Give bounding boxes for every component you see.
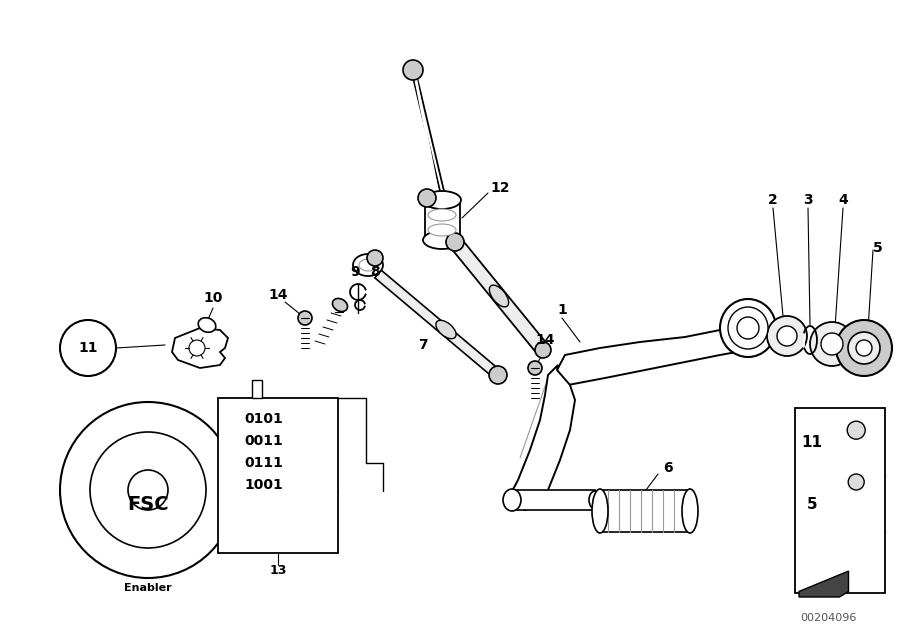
Ellipse shape [720, 299, 776, 357]
Circle shape [848, 474, 864, 490]
Ellipse shape [436, 321, 456, 339]
Text: 0111: 0111 [244, 456, 283, 470]
Circle shape [535, 342, 551, 358]
Text: 3: 3 [803, 193, 813, 207]
Text: 13: 13 [269, 565, 287, 577]
Text: 11: 11 [802, 435, 823, 450]
Circle shape [767, 316, 807, 356]
Circle shape [847, 421, 865, 439]
Polygon shape [374, 270, 501, 379]
Text: 0101: 0101 [244, 412, 283, 426]
Ellipse shape [728, 307, 768, 349]
Ellipse shape [737, 317, 759, 339]
Text: 1001: 1001 [244, 478, 283, 492]
Circle shape [489, 366, 507, 384]
Circle shape [810, 322, 854, 366]
Ellipse shape [682, 489, 698, 533]
Ellipse shape [589, 491, 601, 509]
Ellipse shape [423, 231, 461, 249]
Bar [252, 380, 262, 398]
Polygon shape [512, 490, 595, 510]
Circle shape [90, 432, 206, 548]
Polygon shape [600, 490, 690, 532]
Circle shape [777, 326, 797, 346]
Polygon shape [557, 325, 760, 385]
Circle shape [60, 320, 116, 376]
Circle shape [836, 320, 892, 376]
Text: 00204096: 00204096 [800, 613, 856, 623]
Text: 6: 6 [663, 461, 673, 475]
Text: 11: 11 [78, 341, 98, 355]
Circle shape [446, 233, 464, 251]
Polygon shape [425, 200, 460, 240]
Text: Enabler: Enabler [124, 583, 172, 593]
Bar [795, 408, 885, 593]
Text: 5: 5 [806, 497, 817, 512]
Text: FSC: FSC [127, 495, 169, 515]
Polygon shape [510, 365, 575, 510]
Text: 7: 7 [418, 338, 427, 352]
Circle shape [128, 470, 168, 510]
Text: 14: 14 [536, 333, 554, 347]
Text: 1: 1 [557, 303, 567, 317]
Circle shape [403, 60, 423, 80]
Circle shape [60, 402, 236, 578]
Ellipse shape [423, 191, 461, 209]
Circle shape [848, 332, 880, 364]
Text: 2: 2 [768, 193, 778, 207]
Ellipse shape [592, 489, 608, 533]
Ellipse shape [503, 489, 521, 511]
Circle shape [856, 340, 872, 356]
Ellipse shape [332, 298, 347, 312]
Circle shape [418, 189, 436, 207]
Ellipse shape [490, 285, 508, 307]
Text: 4: 4 [838, 193, 848, 207]
Text: 8: 8 [370, 265, 380, 279]
Text: 9: 9 [350, 265, 360, 279]
Ellipse shape [198, 318, 216, 332]
Ellipse shape [428, 209, 456, 221]
Circle shape [298, 311, 312, 325]
Ellipse shape [359, 259, 377, 271]
Text: 12: 12 [491, 181, 509, 195]
Bar [218, 398, 338, 553]
Ellipse shape [353, 254, 383, 276]
Ellipse shape [428, 224, 456, 236]
Text: 10: 10 [203, 291, 222, 305]
Text: 0011: 0011 [244, 434, 283, 448]
Text: 14: 14 [268, 288, 288, 302]
Circle shape [367, 250, 383, 266]
Text: 5: 5 [873, 241, 883, 255]
Circle shape [821, 333, 843, 355]
Polygon shape [799, 571, 849, 597]
Polygon shape [172, 328, 228, 368]
Polygon shape [450, 238, 548, 354]
Circle shape [528, 361, 542, 375]
